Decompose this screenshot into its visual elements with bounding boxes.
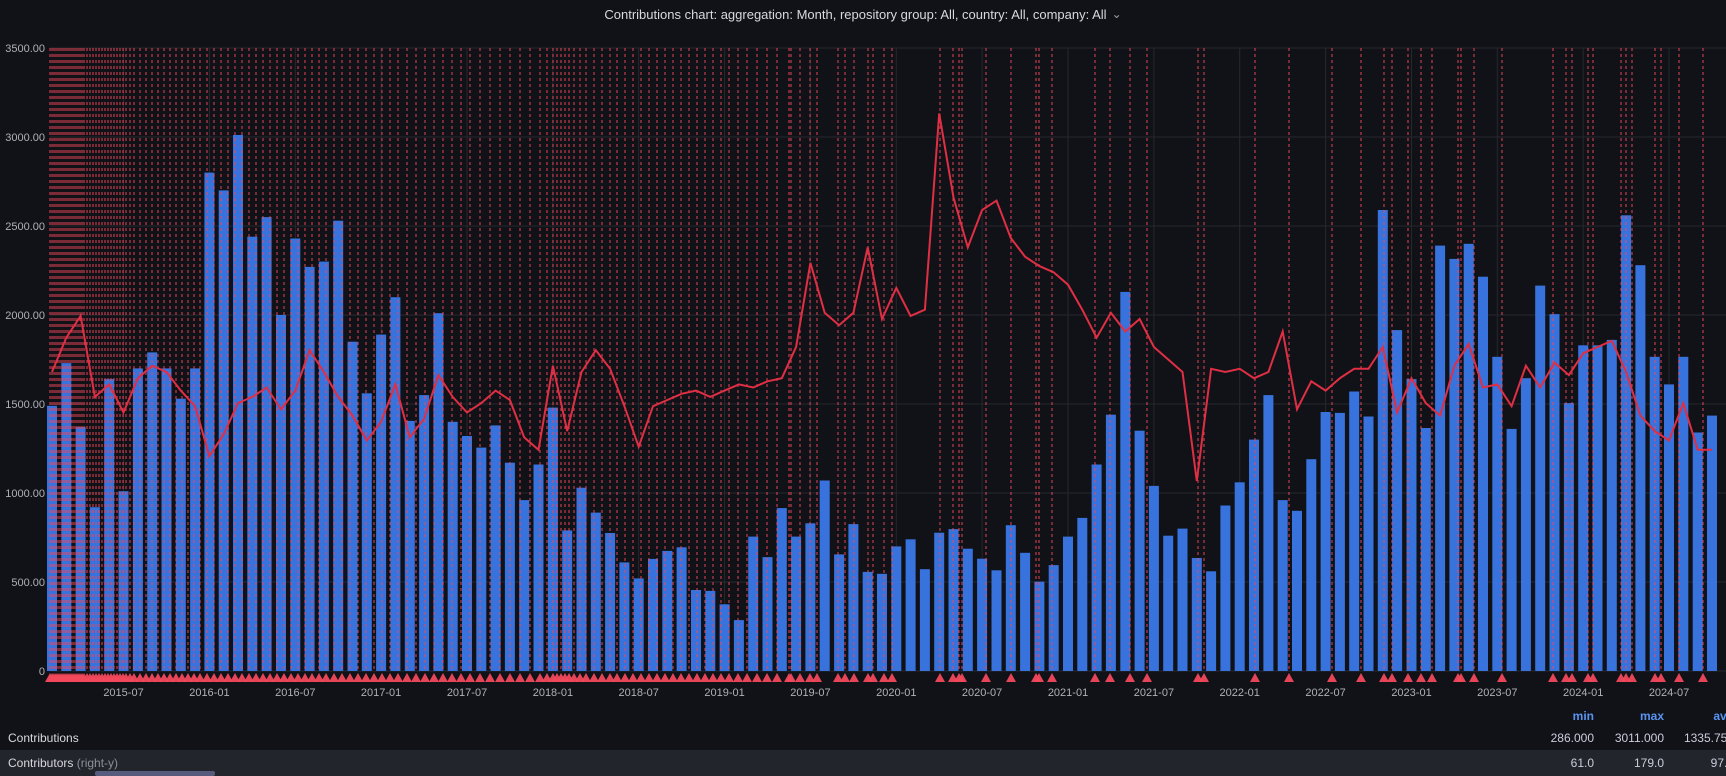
svg-text:2017-01: 2017-01 (361, 687, 401, 699)
svg-text:2022-07: 2022-07 (1305, 687, 1345, 699)
svg-text:2020-07: 2020-07 (962, 687, 1002, 699)
y-grid: 3500.00 3000.00 2500.00 2000.00 1500.00 1000.… (5, 43, 1726, 678)
horizontal-scrollbar-thumb[interactable] (95, 771, 215, 776)
svg-text:2024-07: 2024-07 (1649, 687, 1689, 699)
svg-text:2018-01: 2018-01 (533, 687, 573, 699)
svg-text:2015-07: 2015-07 (103, 687, 143, 699)
legend-row-contributors[interactable]: Contributors (right-y) 61.0 179.0 97.8 (0, 750, 1726, 776)
legend-max-contributors: 179.0 (1633, 756, 1664, 770)
legend-row-contributions[interactable]: Contributions 286.000 3011.000 1335.756 (0, 726, 1726, 750)
legend-max-contributions: 3011.000 (1614, 731, 1664, 745)
svg-text:2023-07: 2023-07 (1477, 687, 1517, 699)
svg-text:2023-01: 2023-01 (1391, 687, 1431, 699)
svg-text:2500.00: 2500.00 (5, 221, 45, 233)
svg-text:2018-07: 2018-07 (619, 687, 659, 699)
legend-col-max: max (1639, 709, 1664, 723)
contributors-line (51, 113, 1712, 482)
legend-min-contributors: 61.0 (1570, 756, 1594, 770)
svg-text:2024-01: 2024-01 (1563, 687, 1603, 699)
svg-text:2020-01: 2020-01 (876, 687, 916, 699)
svg-text:3500.00: 3500.00 (5, 43, 45, 55)
svg-text:2019-01: 2019-01 (704, 687, 744, 699)
legend-header: min max avg (0, 706, 1726, 726)
svg-text:2017-07: 2017-07 (447, 687, 487, 699)
legend-label-contributors[interactable]: Contributors (8, 756, 74, 770)
annotation-markers[interactable] (45, 673, 1708, 682)
legend-col-avg: avg (1713, 709, 1726, 723)
legend-label-contributions[interactable]: Contributions (8, 731, 79, 745)
annotation-lines (49, 48, 1704, 671)
svg-text:500.00: 500.00 (11, 577, 45, 589)
svg-text:0: 0 (39, 666, 45, 678)
svg-text:1500.00: 1500.00 (5, 399, 45, 411)
chevron-down-icon[interactable]: ⌄ (1111, 7, 1122, 21)
svg-text:2021-01: 2021-01 (1048, 687, 1088, 699)
svg-text:2016-01: 2016-01 (189, 687, 229, 699)
contributions-chart[interactable]: 3500.00 3000.00 2500.00 2000.00 1500.00 1000.… (0, 0, 1726, 705)
legend-col-min: min (1572, 709, 1594, 723)
legend-avg-contributions: 1335.756 (1683, 731, 1726, 745)
svg-text:2016-07: 2016-07 (275, 687, 315, 699)
panel-title-bar: Contributions chart: aggregation: Month,… (0, 0, 1726, 28)
panel-title: Contributions chart: aggregation: Month,… (604, 6, 1107, 22)
svg-text:1000.00: 1000.00 (5, 488, 45, 500)
svg-text:2021-07: 2021-07 (1134, 687, 1174, 699)
svg-text:3000.00: 3000.00 (5, 132, 45, 144)
svg-text:2022-01: 2022-01 (1220, 687, 1260, 699)
legend-label-contributors-axis: (right-y) (76, 756, 119, 770)
svg-text:2019-07: 2019-07 (790, 687, 830, 699)
legend-avg-contributors: 97.8 (1710, 756, 1726, 770)
svg-text:2000.00: 2000.00 (5, 310, 45, 322)
legend-min-contributions: 286.000 (1550, 731, 1594, 745)
